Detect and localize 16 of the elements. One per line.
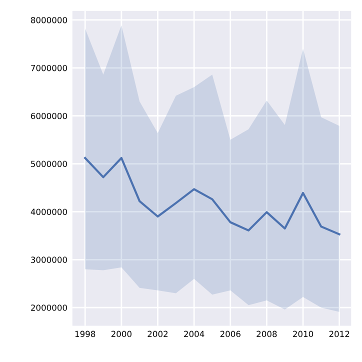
y-tick-label: 7000000	[31, 64, 67, 72]
y-tick-label: 8000000	[30, 16, 67, 24]
x-tick-label: 1998	[75, 330, 96, 338]
y-tick-label: 5000000	[31, 160, 67, 168]
x-tick-label: 2000	[111, 330, 132, 338]
x-tick-label: 2008	[256, 330, 277, 338]
line-series	[84, 156, 340, 236]
y-tick-label: 2000000	[31, 304, 67, 311]
x-tick-label: 2002	[148, 330, 168, 338]
y-tick-label: 3000000	[31, 256, 67, 263]
x-tick-label: 2010	[293, 330, 314, 338]
y-tick-label: 6000000	[31, 112, 67, 120]
x-tick-label: 2012	[329, 330, 350, 338]
x-tick-label: 2004	[184, 330, 204, 338]
x-tick-label: 2006	[220, 330, 240, 338]
y-tick-label: 4000000	[30, 208, 67, 215]
